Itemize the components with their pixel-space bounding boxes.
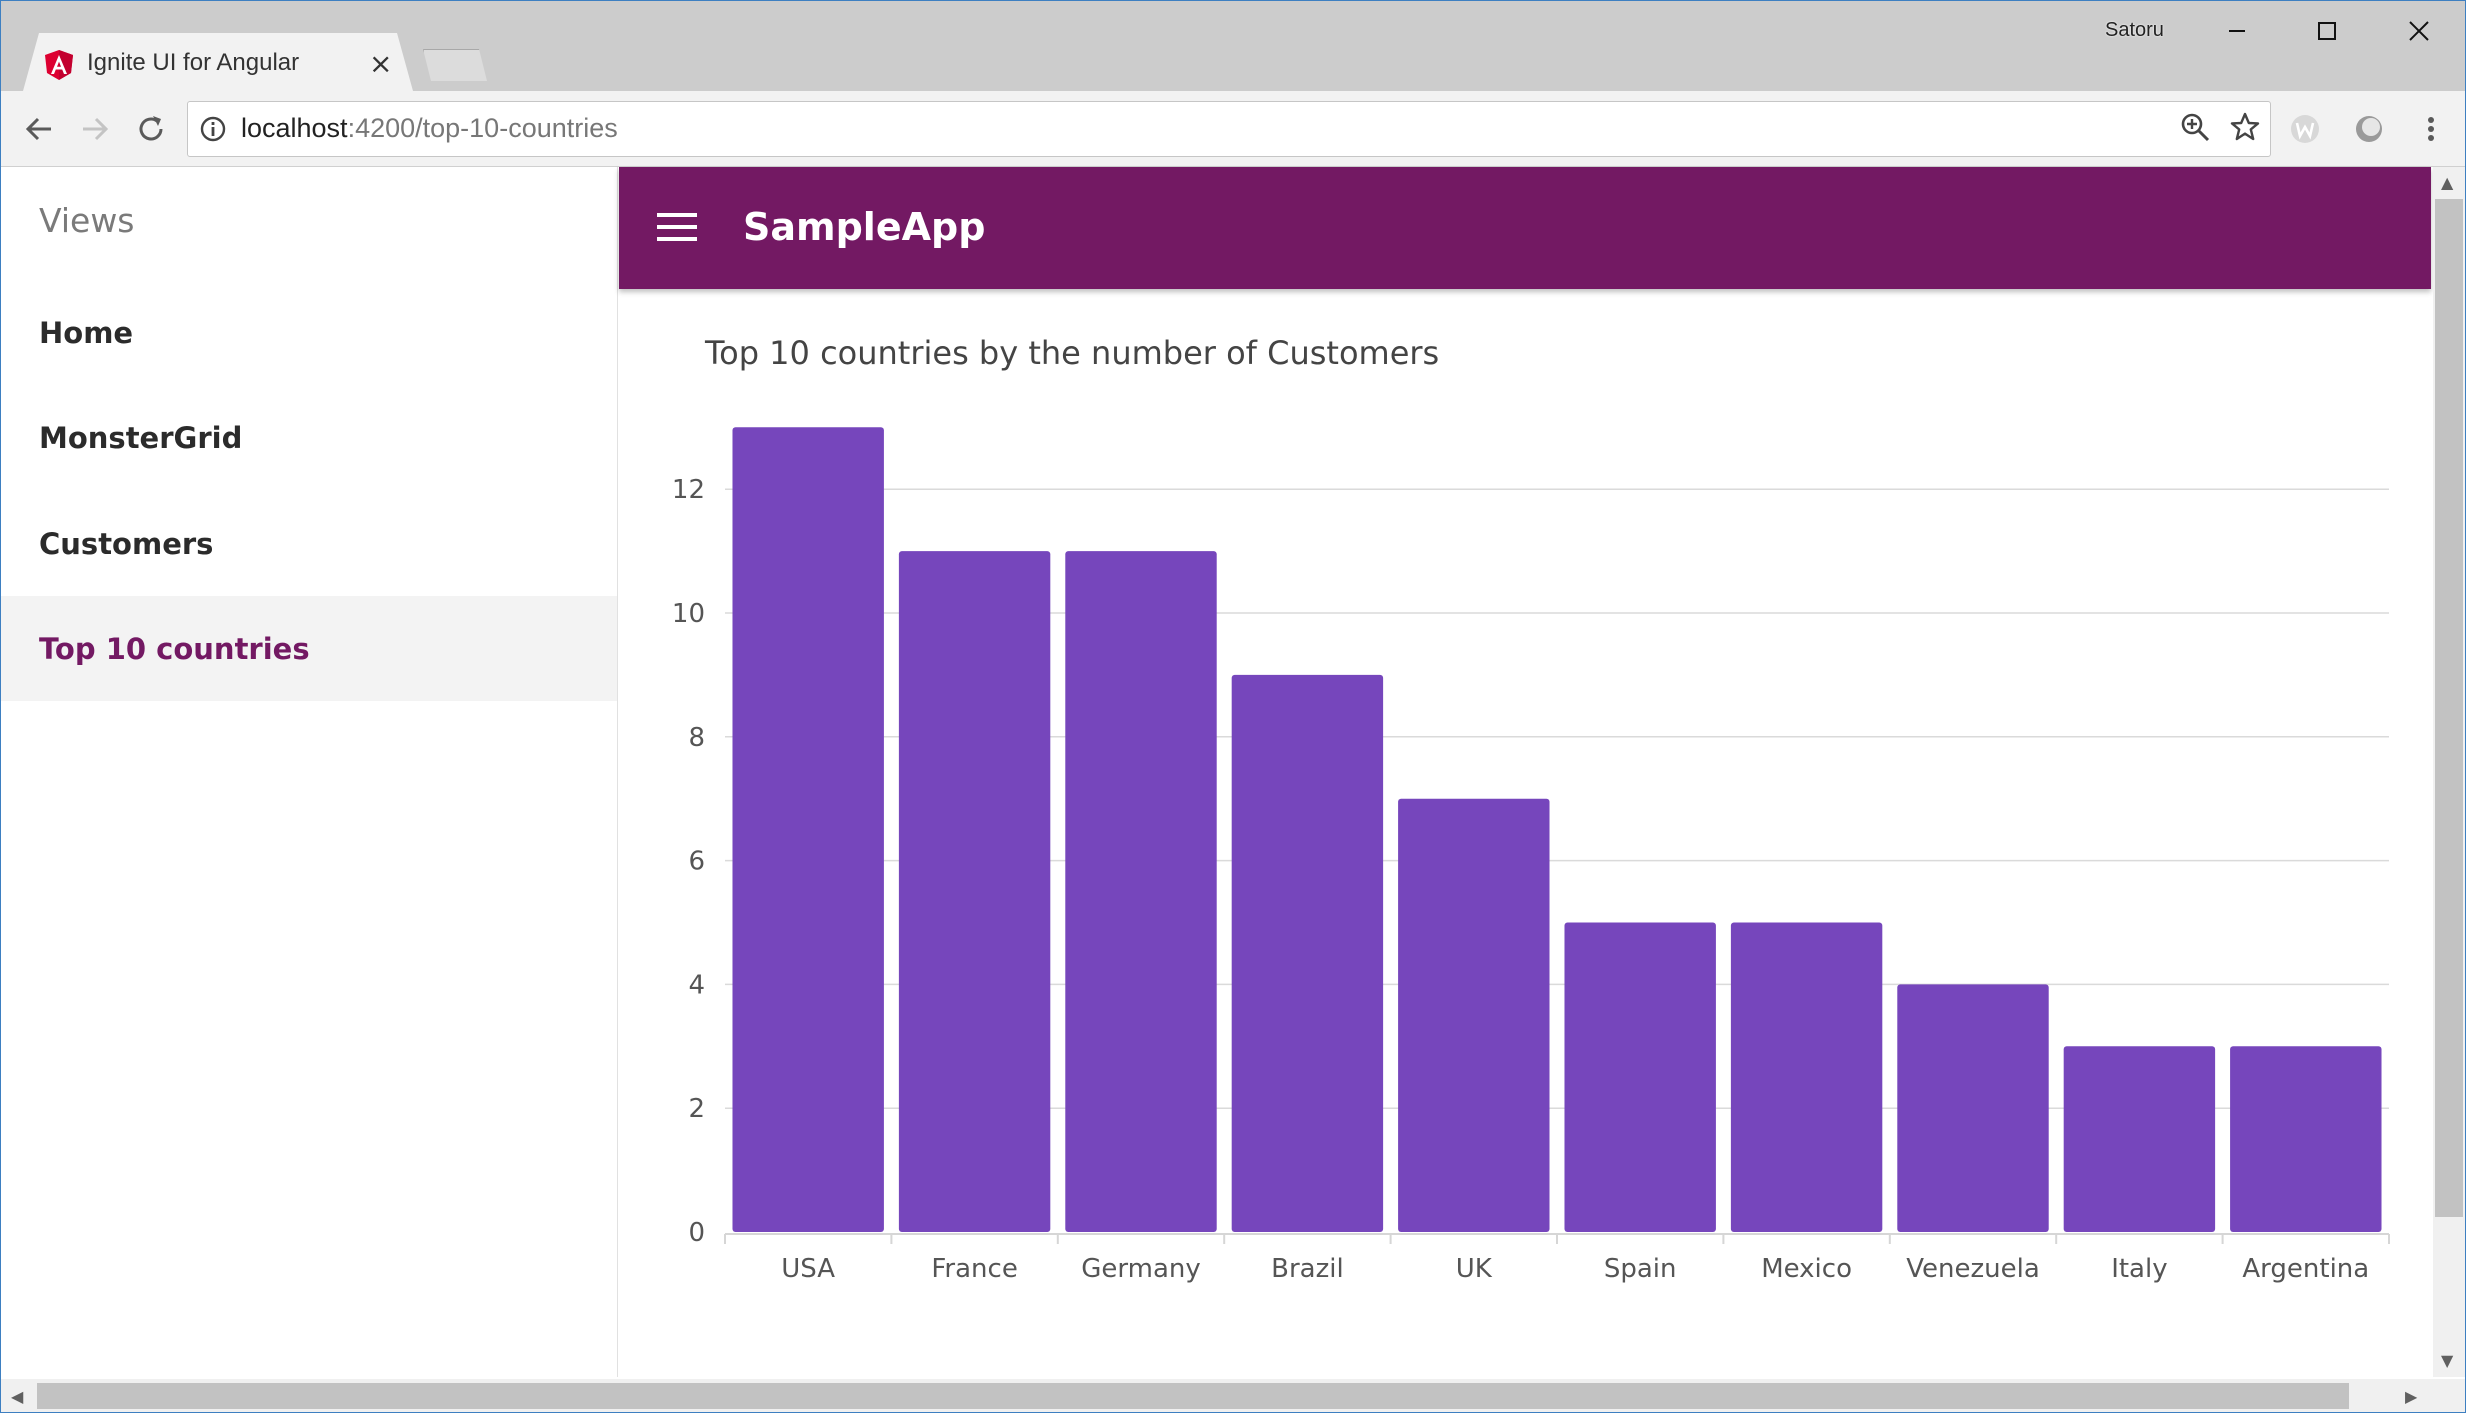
extension-circle-button[interactable]: [2349, 109, 2389, 149]
y-tick-label: 8: [688, 723, 705, 753]
hamburger-menu-icon[interactable]: [655, 209, 699, 245]
y-tick-label: 4: [688, 970, 705, 1000]
x-tick-label: Spain: [1604, 1254, 1677, 1284]
reload-icon: [139, 116, 163, 141]
x-tick-label: UK: [1456, 1254, 1493, 1284]
angular-logo-icon: [45, 50, 73, 80]
extension-w-icon: [2291, 115, 2319, 143]
bar-uk[interactable]: [1398, 798, 1550, 1232]
app-title: SampleApp: [743, 205, 986, 249]
nav-drawer-title: Views: [39, 201, 135, 240]
nav-item-top-10-countries[interactable]: Top 10 countries: [1, 596, 617, 701]
back-arrow-icon: [25, 117, 51, 141]
chart-title: Top 10 countries by the number of Custom…: [705, 334, 1440, 372]
forward-arrow-icon: [83, 117, 109, 141]
nav-item-customers[interactable]: Customers: [1, 491, 617, 596]
info-icon[interactable]: [199, 115, 227, 143]
bar-argentina[interactable]: [2230, 1046, 2382, 1232]
browser-tab[interactable]: [23, 33, 413, 91]
more-vert-icon: [2428, 117, 2434, 141]
zoom-icon[interactable]: [2179, 111, 2211, 143]
nav-item-label: Top 10 countries: [39, 631, 310, 666]
x-tick-label: France: [931, 1254, 1017, 1284]
nav-item-label: Home: [39, 315, 134, 350]
bar-usa[interactable]: [732, 427, 884, 1232]
bar-germany[interactable]: [1065, 551, 1217, 1232]
back-button[interactable]: [19, 109, 59, 149]
close-icon: [2409, 21, 2429, 41]
maximize-button[interactable]: [2297, 11, 2357, 51]
y-tick-label: 12: [672, 475, 705, 505]
bar-italy[interactable]: [2063, 1046, 2216, 1232]
nav-item-label: MonsterGrid: [39, 420, 243, 455]
bar-spain[interactable]: [1564, 922, 1716, 1233]
y-tick-label: 10: [672, 599, 705, 629]
x-tick-label: Argentina: [2242, 1254, 2369, 1284]
nav-item-label: Customers: [39, 526, 214, 561]
nav-item-monstergrid[interactable]: MonsterGrid: [1, 385, 617, 490]
x-tick-label: Italy: [2111, 1254, 2167, 1284]
tab-title: Ignite UI for Angular: [87, 49, 300, 76]
y-tick-label: 0: [688, 1218, 705, 1248]
maximize-icon: [2318, 22, 2336, 40]
bar-chart: 0 2 4 6 8 10 12 USA France Germany Brazil UK Spain Me…: [672, 427, 2390, 1284]
bar-mexico[interactable]: [1730, 922, 1883, 1233]
tab-close-icon[interactable]: ×: [369, 47, 393, 80]
x-tick-label: Germany: [1081, 1254, 1201, 1284]
x-tick-label: USA: [781, 1254, 835, 1284]
address-bar[interactable]: [187, 101, 2271, 157]
bar-brazil[interactable]: [1231, 674, 1384, 1232]
tab-strip: [1, 1, 2465, 91]
url-path: :4200/top-10-countries: [347, 113, 618, 143]
y-tick-label: 6: [688, 847, 705, 877]
bar-france[interactable]: [898, 551, 1051, 1232]
app-navbar: [619, 167, 2431, 289]
minimize-button[interactable]: [2207, 11, 2267, 51]
extension-w-button[interactable]: [2285, 109, 2325, 149]
x-tick-label: Mexico: [1761, 1254, 1852, 1284]
url-text[interactable]: localhost:4200/top-10-countries: [241, 113, 618, 144]
forward-button[interactable]: [75, 109, 115, 149]
scroll-down-arrow-icon[interactable]: ▼: [2441, 1351, 2454, 1370]
vertical-scrollbar-thumb[interactable]: [2435, 199, 2463, 1217]
new-tab-button[interactable]: [423, 49, 487, 81]
close-window-button[interactable]: [2389, 11, 2449, 51]
minimize-icon: [2229, 30, 2245, 32]
horizontal-scrollbar-thumb[interactable]: [37, 1383, 2349, 1409]
nav-item-home[interactable]: Home: [1, 280, 617, 385]
scroll-up-arrow-icon[interactable]: ▲: [2441, 173, 2454, 192]
x-tick-label: Brazil: [1271, 1254, 1344, 1284]
y-tick-label: 2: [688, 1094, 705, 1124]
scroll-right-arrow-icon[interactable]: ▶: [2405, 1387, 2418, 1406]
scroll-left-arrow-icon[interactable]: ◀: [11, 1387, 24, 1406]
url-host: localhost: [241, 113, 348, 143]
extension-circle-icon: [2356, 116, 2382, 142]
nav-drawer: [1, 167, 618, 1377]
bar-venezuela[interactable]: [1897, 984, 2049, 1232]
browser-menu-button[interactable]: [2411, 109, 2451, 149]
reload-button[interactable]: [131, 109, 171, 149]
x-tick-label: Venezuela: [1906, 1254, 2040, 1284]
profile-name[interactable]: Satoru: [2105, 19, 2164, 41]
bookmark-star-icon[interactable]: [2229, 111, 2261, 143]
